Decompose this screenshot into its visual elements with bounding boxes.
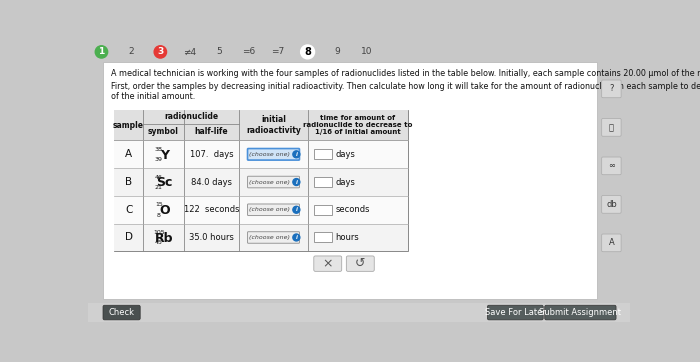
Text: initial
radioactivity: initial radioactivity — [246, 115, 301, 135]
Text: 5: 5 — [216, 47, 222, 56]
FancyBboxPatch shape — [346, 256, 374, 272]
Circle shape — [293, 151, 300, 158]
Text: =7: =7 — [272, 47, 285, 56]
Text: Check: Check — [108, 308, 134, 317]
Text: radionuclide: radionuclide — [164, 112, 218, 121]
Text: 46: 46 — [155, 174, 162, 180]
Text: days: days — [335, 177, 356, 186]
FancyBboxPatch shape — [545, 305, 616, 320]
Circle shape — [293, 206, 300, 213]
FancyBboxPatch shape — [602, 234, 621, 252]
Text: A medical technician is working with the four samples of radionuclides listed in: A medical technician is working with the… — [111, 69, 700, 78]
Text: 21: 21 — [155, 185, 162, 190]
Text: D: D — [125, 232, 132, 243]
Bar — [114, 110, 408, 251]
Text: 2: 2 — [128, 47, 134, 56]
Circle shape — [95, 46, 108, 58]
Bar — [114, 196, 408, 224]
Text: 107.  days: 107. days — [190, 150, 233, 159]
Text: 9: 9 — [334, 47, 340, 56]
Text: seconds: seconds — [335, 205, 370, 214]
Text: days: days — [335, 150, 356, 159]
Text: 1: 1 — [98, 47, 104, 56]
Text: Rb: Rb — [155, 232, 174, 245]
Bar — [114, 110, 408, 140]
Text: ∞: ∞ — [608, 161, 615, 171]
Text: O: O — [159, 204, 169, 217]
FancyBboxPatch shape — [103, 62, 598, 299]
Text: db: db — [606, 200, 617, 209]
Text: =6: =6 — [242, 47, 256, 56]
Circle shape — [293, 234, 300, 241]
Bar — [114, 224, 408, 251]
Text: ×: × — [323, 257, 333, 270]
Text: i: i — [295, 180, 298, 185]
Text: 84.0 days: 84.0 days — [191, 177, 232, 186]
Text: i: i — [295, 235, 298, 240]
Circle shape — [293, 178, 300, 185]
FancyBboxPatch shape — [602, 118, 621, 136]
FancyBboxPatch shape — [248, 176, 300, 188]
Text: ⬛: ⬛ — [609, 123, 614, 132]
Text: 3: 3 — [158, 47, 164, 56]
Text: half-life: half-life — [195, 127, 228, 136]
Text: 8: 8 — [304, 47, 311, 57]
Text: C: C — [125, 205, 132, 215]
Text: (choose one): (choose one) — [249, 207, 290, 212]
FancyBboxPatch shape — [248, 232, 300, 243]
Text: sample: sample — [113, 121, 144, 130]
Text: First, order the samples by decreasing initial radioactivity. Then calculate how: First, order the samples by decreasing i… — [111, 82, 700, 101]
Text: hours: hours — [335, 233, 359, 242]
Bar — [314, 232, 332, 243]
Text: Save For Later: Save For Later — [485, 308, 546, 317]
Text: B: B — [125, 177, 132, 187]
Text: ?: ? — [609, 84, 614, 93]
FancyBboxPatch shape — [602, 195, 621, 213]
FancyBboxPatch shape — [487, 305, 543, 320]
FancyBboxPatch shape — [602, 157, 621, 175]
Text: Submit Assignment: Submit Assignment — [540, 308, 622, 317]
FancyBboxPatch shape — [248, 204, 300, 215]
Text: 35.0 hours: 35.0 hours — [189, 233, 234, 242]
Text: ↺: ↺ — [355, 257, 365, 270]
Bar — [314, 149, 332, 159]
Text: 38: 38 — [155, 147, 162, 152]
Text: A: A — [125, 149, 132, 159]
Text: symbol: symbol — [148, 127, 179, 136]
Text: time for amount of
radionuclide to decrease to
1/16 of initial amount: time for amount of radionuclide to decre… — [303, 115, 413, 135]
FancyBboxPatch shape — [602, 80, 621, 98]
Text: 15: 15 — [155, 202, 162, 207]
Text: 39: 39 — [155, 157, 163, 162]
Text: (choose one): (choose one) — [249, 235, 290, 240]
Bar — [314, 177, 332, 187]
Text: ≠4: ≠4 — [183, 47, 197, 56]
Text: 105: 105 — [153, 230, 164, 235]
Text: 45: 45 — [155, 240, 162, 245]
Bar — [314, 205, 332, 215]
Text: Y: Y — [160, 148, 169, 161]
FancyBboxPatch shape — [248, 148, 300, 160]
Bar — [114, 168, 408, 196]
Text: i: i — [295, 152, 298, 157]
Text: A: A — [608, 238, 615, 247]
FancyBboxPatch shape — [103, 305, 140, 320]
Circle shape — [300, 45, 314, 59]
Text: Sc: Sc — [156, 176, 172, 189]
Text: (choose one): (choose one) — [249, 180, 290, 185]
Text: 8: 8 — [157, 212, 161, 218]
FancyBboxPatch shape — [314, 256, 342, 272]
Circle shape — [154, 46, 167, 58]
Bar — [88, 303, 630, 322]
Text: 10: 10 — [360, 47, 372, 56]
Text: i: i — [295, 207, 298, 212]
Text: 122  seconds: 122 seconds — [183, 205, 239, 214]
Text: (choose one): (choose one) — [249, 152, 290, 157]
Bar — [114, 140, 408, 168]
